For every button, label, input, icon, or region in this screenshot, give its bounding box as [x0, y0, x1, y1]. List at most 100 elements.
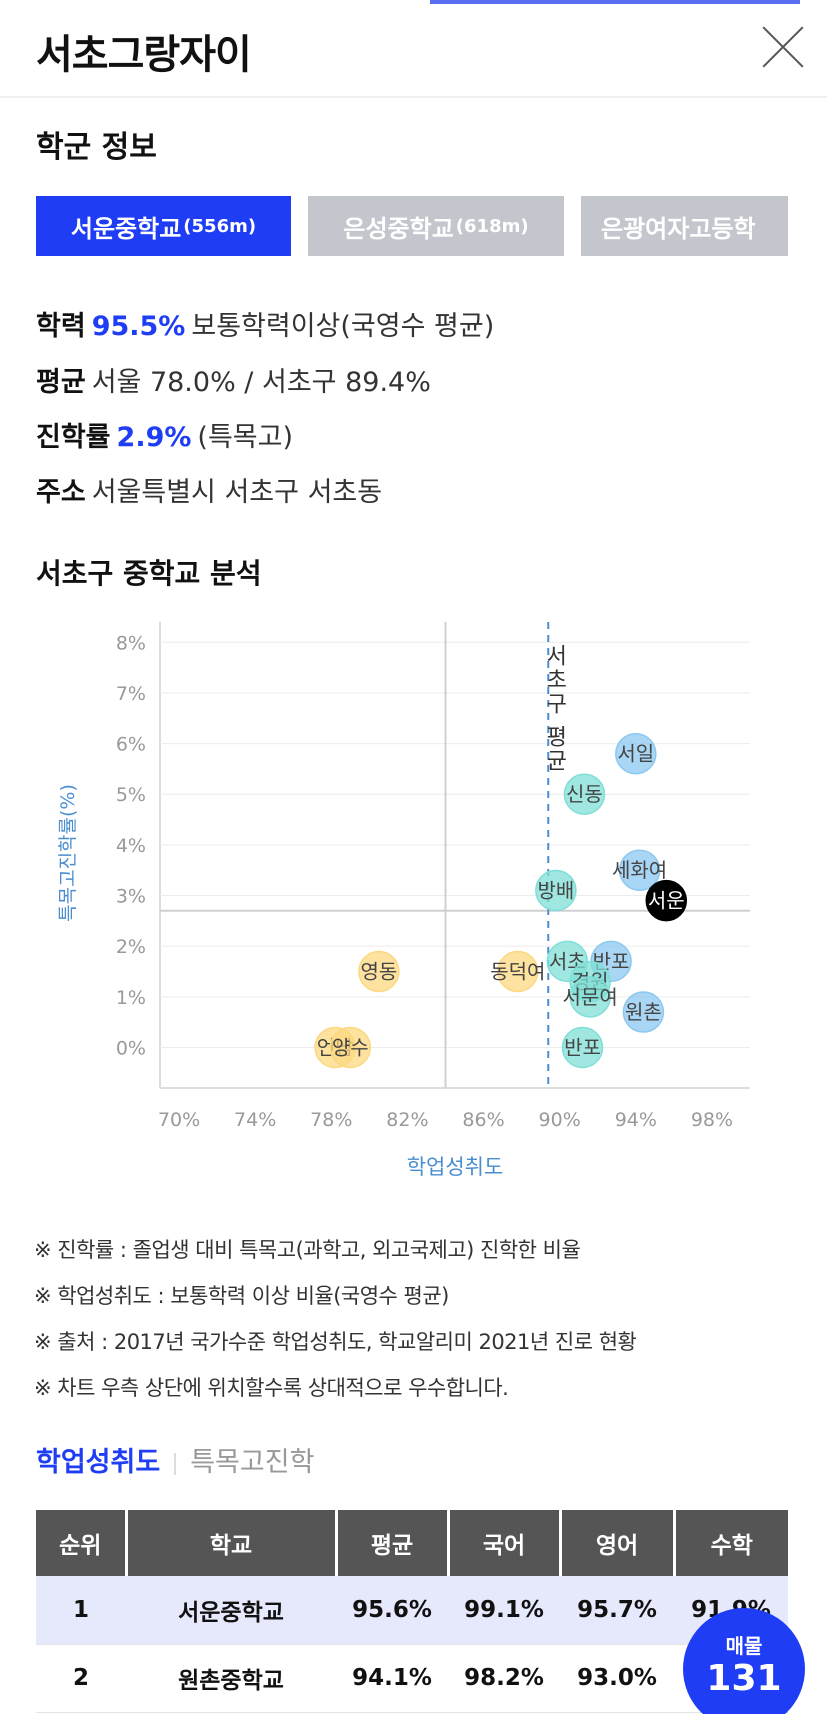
school-tabs: 서운중학교 (556m) 은성중학교 (618m) 은광여자고등학: [36, 196, 788, 256]
cell-korean: 99.1%: [448, 1576, 560, 1645]
tab-school-distance: (556m): [183, 215, 257, 237]
note-advancement: ※ 진학률 : 졸업생 대비 특목고(과학고, 외고국제고) 진학한 비율: [34, 1238, 581, 1262]
x-tick-label: 82%: [386, 1109, 428, 1131]
notes: ※ 진학률 : 졸업생 대비 특목고(과학고, 외고국제고) 진학한 비율 ※ …: [34, 1234, 637, 1418]
cell-average: 94.1%: [336, 1644, 448, 1713]
cell-korean: 98.2%: [448, 1644, 560, 1713]
fab-count: 131: [706, 1658, 782, 1699]
cell-english: 95.7%: [560, 1576, 674, 1645]
close-button[interactable]: [760, 24, 806, 70]
x-tick-label: 74%: [234, 1109, 276, 1131]
tab-school-3[interactable]: 은광여자고등학: [581, 196, 788, 256]
district-average-label: 서초구 평균: [542, 644, 567, 773]
achievement-desc: 보통학력이상(국영수 평균): [191, 311, 495, 342]
data-point: [329, 1026, 372, 1069]
advancement-label: 진학률: [36, 422, 111, 453]
y-tick-label: 1%: [116, 987, 146, 1009]
analysis-section-title: 서초구 중학교 분석: [36, 557, 262, 590]
table-row[interactable]: 1 서운중학교 95.6% 99.1% 95.7% 91.9%: [36, 1576, 788, 1645]
advancement-desc: (특목고): [197, 422, 294, 453]
header-english: 영어: [560, 1510, 676, 1576]
header-korean: 국어: [448, 1510, 562, 1576]
x-tick-label: 70%: [158, 1109, 200, 1131]
data-point-label: 서문여: [563, 985, 618, 1009]
y-tick-label: 8%: [116, 632, 146, 654]
advancement-value: 2.9%: [116, 422, 192, 453]
data-point-label: 신동: [566, 782, 603, 806]
note-guide: ※ 차트 우측 상단에 위치할수록 상대적으로 우수합니다.: [34, 1376, 509, 1400]
y-tick-label: 6%: [116, 734, 146, 756]
data-point: [615, 732, 657, 775]
average-value: 서울 78.0% / 서초구 89.4%: [91, 367, 431, 398]
data-point-label: 서운: [648, 889, 685, 913]
x-axis-label: 학업성취도: [407, 1155, 504, 1179]
advancement-line: 진학률 2.9% (특목고): [36, 415, 293, 454]
x-tick-label: 94%: [615, 1109, 657, 1131]
cell-average: 95.6%: [336, 1576, 448, 1645]
note-source: ※ 출처 : 2017년 국가수준 학업성취도, 학교알리미 2021년 진로 …: [34, 1330, 637, 1354]
scatter-chart: 0% 1% 2% 3% 4% 5% 6% 7% 8% 70% 74% 78% 82% 86% 90% 94% 9…: [57, 622, 750, 1179]
y-axis-label: 특목고진학률(%): [57, 784, 79, 922]
cell-rank: 2: [36, 1644, 126, 1713]
average-label: 평균: [36, 367, 86, 398]
y-tick-label: 0%: [116, 1037, 146, 1059]
y-tick-label: 7%: [116, 683, 146, 705]
tab-school-1[interactable]: 서운중학교 (556m): [36, 196, 291, 256]
achievement-label: 학력: [36, 311, 86, 342]
data-point: [497, 950, 539, 993]
table-header-row: 순위 학교 평균 국어 영어 수학: [36, 1510, 788, 1576]
data-point-label: 양수: [332, 1035, 369, 1059]
subtab-divider: [174, 1452, 177, 1475]
tab-school-name: 은광여자고등학: [601, 214, 756, 243]
y-tick-label: 3%: [116, 886, 146, 908]
data-point-label: 서일: [617, 742, 654, 766]
header-school: 학교: [126, 1510, 338, 1576]
data-point: [561, 1026, 604, 1069]
data-point-label: 원촌: [625, 1000, 662, 1024]
x-tick-label: 78%: [310, 1109, 352, 1131]
y-tick-label: 4%: [116, 835, 146, 857]
tab-school-2[interactable]: 은성중학교 (618m): [308, 196, 564, 256]
achievement-value: 95.5%: [91, 311, 186, 342]
subtab-advancement[interactable]: 특목고진학: [190, 1447, 315, 1478]
x-tick-label: 98%: [691, 1109, 733, 1131]
y-tick-label: 2%: [116, 936, 146, 958]
data-point: [569, 976, 611, 1018]
data-point-label: 동덕여: [490, 960, 545, 984]
data-point: [618, 849, 661, 891]
tab-school-distance: (618m): [455, 215, 529, 237]
subtab-achievement[interactable]: 학업성취도: [36, 1447, 161, 1478]
data-point-label: 세화여: [612, 858, 667, 882]
data-point: [622, 991, 665, 1033]
fab-label: 매물: [725, 1634, 763, 1658]
data-point: [563, 773, 606, 815]
cell-school: 서운중학교: [126, 1576, 336, 1645]
ranking-subtabs: 학업성취도 특목고진학: [36, 1440, 314, 1479]
x-tick-label: 90%: [539, 1109, 581, 1131]
table-row[interactable]: 2 원촌중학교 94.1% 98.2% 93.0%: [36, 1644, 788, 1713]
y-tick-label: 5%: [116, 784, 146, 806]
header-rank: 순위: [36, 1510, 128, 1576]
header-math: 수학: [674, 1510, 788, 1576]
address-value: 서울특별시 서초구 서초동: [91, 477, 383, 508]
address-line: 주소 서울특별시 서초구 서초동: [36, 470, 382, 509]
data-point: [645, 879, 688, 922]
tab-school-name: 서운중학교: [70, 214, 182, 243]
cell-school: 원촌중학교: [126, 1644, 336, 1713]
cell-rank: 1: [36, 1576, 126, 1645]
average-line: 평균 서울 78.0% / 서초구 89.4%: [36, 360, 431, 399]
achievement-line: 학력 95.5% 보통학력이상(국영수 평균): [36, 304, 494, 343]
data-point: [535, 869, 577, 912]
tab-school-name: 은성중학교: [343, 214, 454, 243]
data-point-label: 반포: [564, 1035, 601, 1059]
address-label: 주소: [36, 477, 86, 508]
ranking-table: 순위 학교 평균 국어 영어 수학 1 서운중학교 95.6% 99.1% 95…: [36, 1510, 788, 1713]
page-title: 서초그랑자이: [36, 32, 252, 78]
note-achievement: ※ 학업성취도 : 보통학력 이상 비율(국영수 평균): [34, 1284, 449, 1308]
listings-fab-button[interactable]: 매물 131: [683, 1608, 805, 1714]
school-section-title: 학군 정보: [36, 130, 157, 165]
data-point-label: 영동: [360, 960, 397, 984]
top-accent-bar: [430, 0, 800, 4]
data-point: [358, 950, 400, 993]
data-point-label: 방배: [537, 878, 574, 902]
